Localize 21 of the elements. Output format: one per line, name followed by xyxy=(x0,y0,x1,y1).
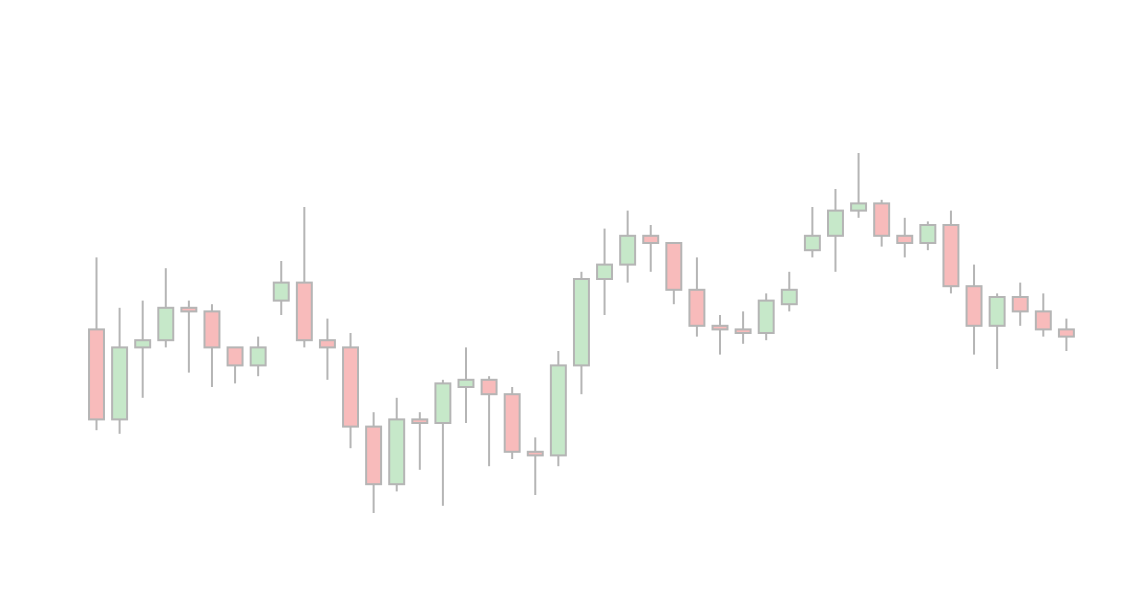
candlestick xyxy=(642,224,660,273)
candlestick xyxy=(134,299,152,399)
candlestick xyxy=(1034,292,1052,338)
candlestick xyxy=(850,153,868,219)
candlestick xyxy=(919,220,937,252)
candlestick xyxy=(457,346,475,424)
candlestick xyxy=(226,346,244,385)
candlestick xyxy=(734,310,752,345)
candlestick xyxy=(411,411,429,471)
candlestick xyxy=(1011,281,1029,327)
candlestick xyxy=(896,216,914,259)
candlestick xyxy=(249,335,267,378)
candlestick xyxy=(803,206,821,259)
candlestick xyxy=(318,317,336,381)
candlestick xyxy=(780,270,798,313)
candlestick xyxy=(180,299,198,374)
candlestick xyxy=(526,436,544,496)
candlestick xyxy=(596,227,614,316)
candlestick xyxy=(1057,317,1075,352)
candlestick xyxy=(480,375,498,468)
candlestick xyxy=(272,260,290,316)
